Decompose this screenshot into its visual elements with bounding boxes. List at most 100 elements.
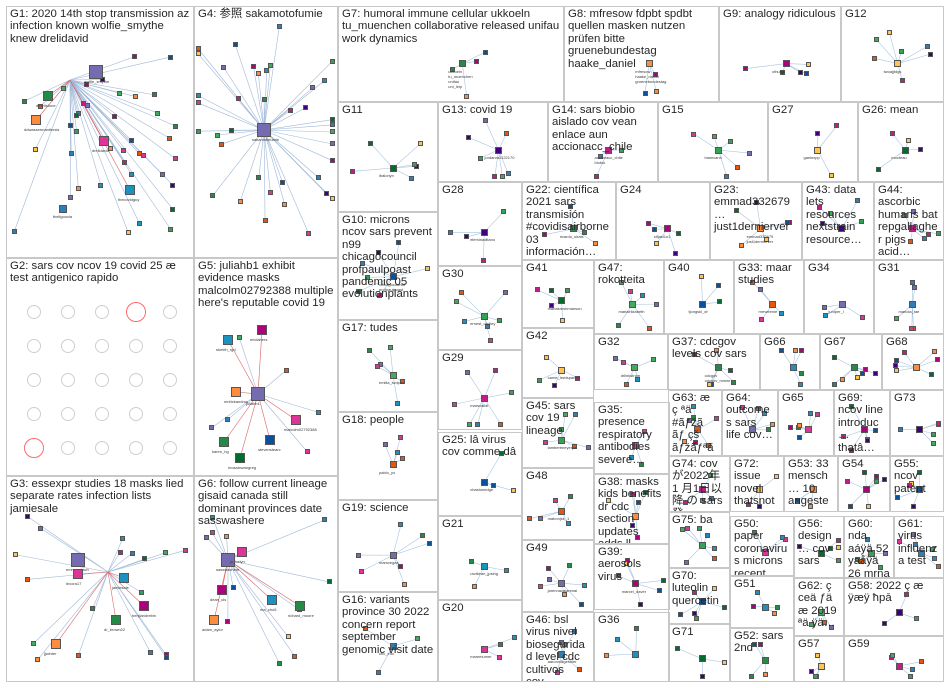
graph-node[interactable]	[803, 71, 809, 77]
graph-node[interactable]	[699, 300, 706, 308]
graph-node[interactable]	[700, 497, 706, 503]
graph-node[interactable]	[782, 60, 790, 68]
graph-node[interactable]	[819, 220, 825, 226]
graph-node[interactable]	[27, 407, 41, 421]
graph-node[interactable]	[228, 127, 234, 133]
graph-node[interactable]	[425, 265, 431, 271]
graph-node[interactable]	[558, 297, 566, 305]
graph-node[interactable]	[603, 652, 609, 658]
graph-node[interactable]	[505, 170, 511, 176]
graph-node[interactable]	[756, 486, 764, 494]
graph-node[interactable]	[615, 637, 621, 643]
graph-node[interactable]	[713, 416, 719, 422]
graph-node[interactable]	[326, 579, 332, 585]
graph-node[interactable]	[632, 512, 640, 520]
graph-node[interactable]	[368, 140, 374, 146]
graph-node[interactable]	[488, 338, 494, 344]
graph-node[interactable]	[858, 219, 864, 225]
graph-node[interactable]	[835, 544, 841, 550]
graph-node[interactable]	[356, 288, 362, 294]
graph-node[interactable]	[549, 302, 555, 308]
graph-node[interactable]	[562, 411, 568, 417]
graph-node[interactable]	[581, 230, 587, 236]
graph-node[interactable]	[860, 371, 866, 377]
graph-node[interactable]	[758, 287, 764, 293]
graph-node[interactable]	[931, 441, 937, 447]
graph-node[interactable]	[163, 655, 169, 661]
graph-node[interactable]	[43, 91, 53, 101]
graph-node[interactable]	[396, 240, 402, 246]
graph-node[interactable]	[163, 339, 177, 353]
graph-node[interactable]	[257, 123, 271, 137]
graph-node[interactable]	[657, 588, 663, 594]
graph-node[interactable]	[848, 447, 854, 453]
graph-node[interactable]	[125, 185, 135, 195]
graph-node[interactable]	[901, 146, 909, 154]
graph-node[interactable]	[265, 435, 275, 445]
graph-node[interactable]	[855, 197, 861, 203]
graph-node[interactable]	[559, 427, 565, 433]
graph-node[interactable]	[360, 260, 366, 266]
graph-node[interactable]	[676, 231, 682, 237]
graph-node[interactable]	[895, 609, 903, 617]
graph-node[interactable]	[809, 669, 815, 675]
graph-node[interactable]	[482, 49, 488, 55]
graph-node[interactable]	[567, 562, 573, 568]
graph-node[interactable]	[493, 368, 499, 374]
graph-node[interactable]	[167, 54, 173, 60]
graph-node[interactable]	[565, 521, 571, 527]
graph-node[interactable]	[120, 536, 126, 541]
graph-node[interactable]	[902, 213, 908, 219]
graph-node[interactable]	[59, 205, 67, 213]
graph-node[interactable]	[27, 305, 41, 319]
graph-node[interactable]	[761, 548, 769, 556]
graph-node[interactable]	[909, 300, 916, 308]
graph-node[interactable]	[862, 469, 868, 475]
graph-node[interactable]	[502, 290, 508, 296]
graph-node[interactable]	[815, 131, 821, 137]
graph-node[interactable]	[815, 652, 821, 658]
graph-node[interactable]	[237, 198, 243, 204]
graph-node[interactable]	[209, 615, 219, 625]
graph-node[interactable]	[899, 48, 905, 54]
graph-node[interactable]	[810, 486, 818, 494]
graph-node[interactable]	[204, 534, 210, 540]
graph-node[interactable]	[808, 410, 814, 416]
graph-node[interactable]	[787, 425, 793, 431]
graph-node[interactable]	[51, 639, 61, 649]
graph-node[interactable]	[195, 92, 201, 98]
graph-node[interactable]	[30, 641, 36, 647]
graph-node[interactable]	[750, 279, 756, 285]
graph-node[interactable]	[780, 534, 786, 540]
graph-node[interactable]	[629, 454, 635, 460]
graph-node[interactable]	[261, 96, 267, 102]
graph-node[interactable]	[814, 412, 820, 418]
graph-node[interactable]	[707, 381, 713, 387]
graph-node[interactable]	[647, 325, 653, 331]
graph-node[interactable]	[482, 117, 488, 123]
graph-node[interactable]	[221, 553, 235, 567]
graph-node[interactable]	[163, 373, 177, 387]
graph-node[interactable]	[426, 540, 432, 546]
graph-node[interactable]	[629, 300, 636, 308]
graph-node[interactable]	[99, 136, 109, 146]
graph-node[interactable]	[705, 442, 711, 448]
graph-node[interactable]	[921, 236, 927, 242]
graph-node[interactable]	[769, 300, 776, 308]
graph-node[interactable]	[779, 70, 785, 76]
graph-node[interactable]	[511, 488, 517, 494]
graph-node[interactable]	[303, 105, 309, 111]
graph-node[interactable]	[761, 656, 769, 664]
graph-node[interactable]	[895, 662, 903, 670]
graph-node[interactable]	[219, 141, 225, 147]
graph-node[interactable]	[597, 153, 603, 159]
graph-node[interactable]	[899, 77, 905, 83]
graph-node[interactable]	[329, 122, 335, 128]
graph-node[interactable]	[264, 68, 270, 74]
graph-node[interactable]	[236, 335, 242, 341]
graph-node[interactable]	[694, 426, 702, 434]
graph-node[interactable]	[136, 220, 142, 226]
graph-node[interactable]	[394, 450, 400, 456]
graph-node[interactable]	[219, 437, 229, 447]
graph-node[interactable]	[305, 230, 311, 236]
